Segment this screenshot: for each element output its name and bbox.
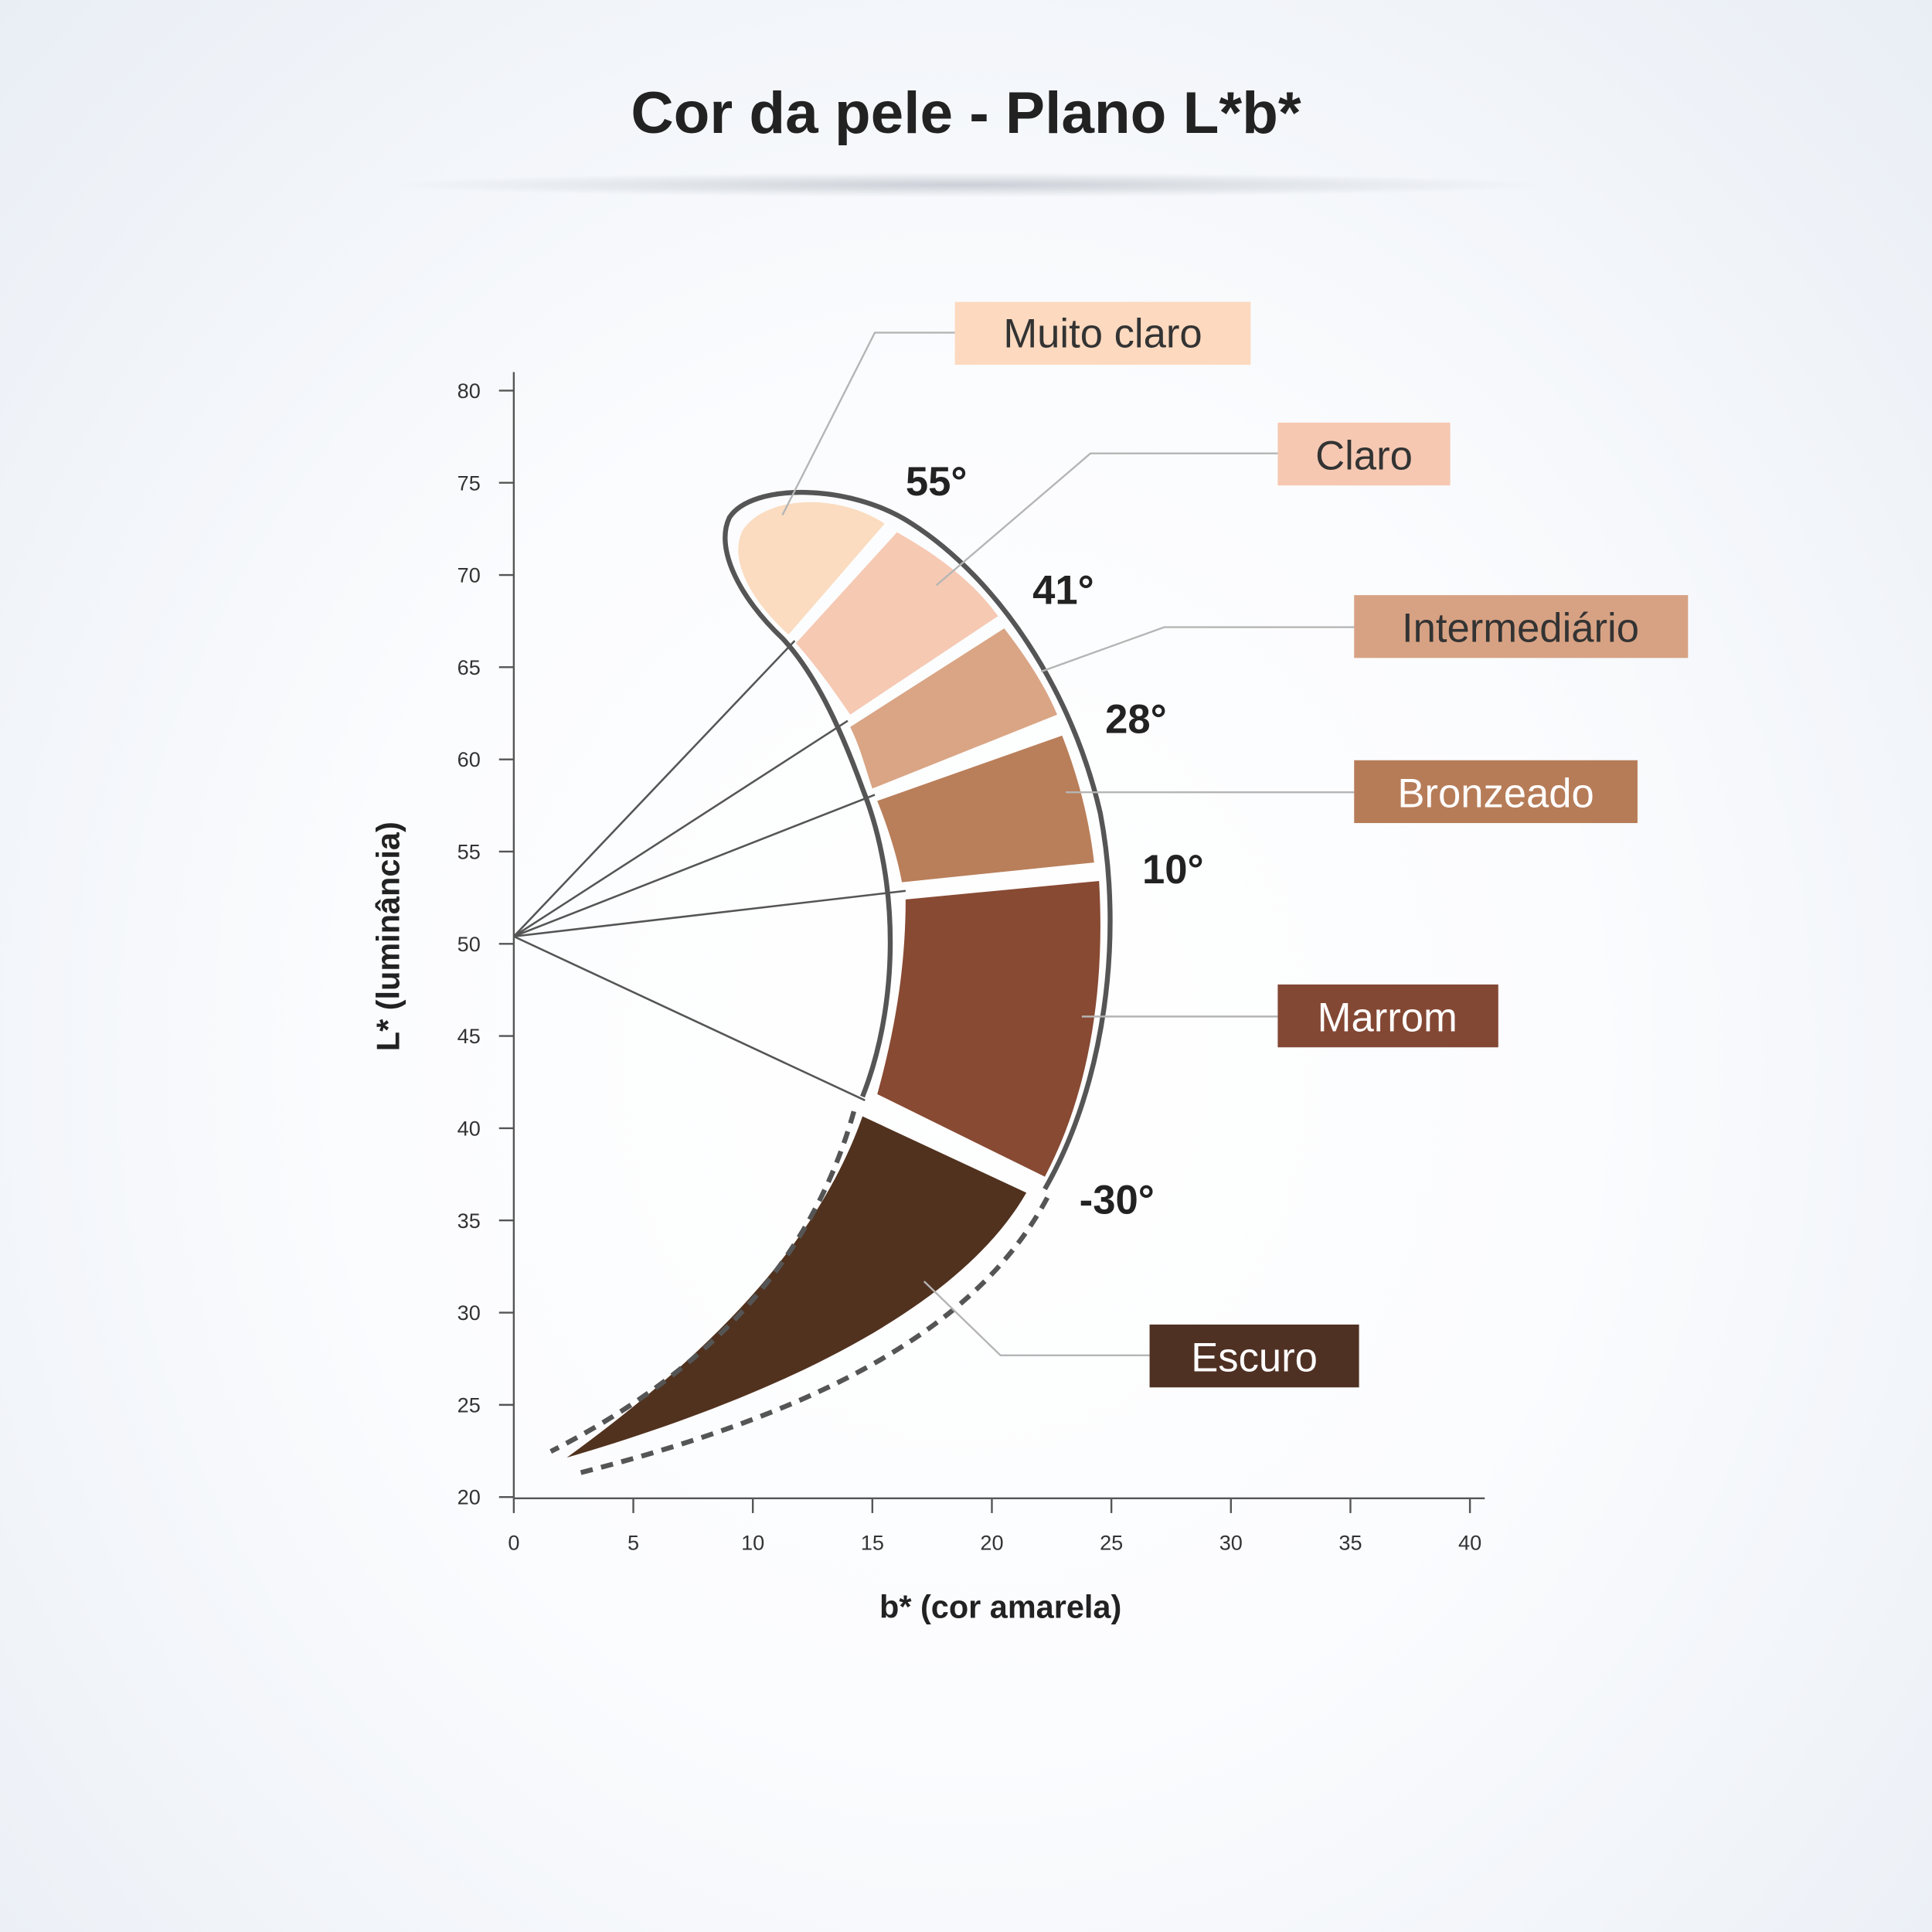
y-tick-label: 30 [457, 1301, 481, 1325]
y-tick-label: 35 [457, 1209, 481, 1233]
radial-line-minus30 [513, 935, 866, 1101]
label-claro: Claro [1277, 422, 1451, 486]
y-tick-label: 80 [457, 379, 481, 403]
y-tick-label: 50 [457, 932, 481, 956]
label-bronzeado: Bronzeado [1354, 760, 1638, 824]
x-axis-label: b* (cor amarela) [879, 1588, 1121, 1624]
leader-lines [781, 332, 1355, 1357]
label-muito-claro: Muito claro [954, 301, 1251, 365]
angle-label-41: 41° [1032, 567, 1094, 613]
region-muito-claro [738, 502, 885, 635]
label-text: Claro [1315, 433, 1413, 478]
angle-label-10: 10° [1142, 847, 1204, 893]
x-tick-label: 30 [1219, 1531, 1243, 1555]
label-text: Intermediário [1402, 606, 1639, 651]
radial-line-10 [513, 889, 906, 938]
x-tick-label: 25 [1100, 1531, 1123, 1555]
leader-claro [935, 452, 1278, 587]
angle-label-55: 55° [906, 459, 968, 505]
region-marrom [877, 880, 1100, 1177]
label-text: Muito claro [1003, 311, 1202, 357]
radial-line-41 [513, 719, 849, 937]
y-tick-label: 60 [457, 747, 481, 771]
x-tick-label: 40 [1458, 1531, 1481, 1555]
region-intermediario [850, 628, 1057, 789]
leader-muito-claro [781, 332, 955, 515]
x-tick-label: 35 [1338, 1531, 1362, 1555]
x-tick-label: 0 [508, 1531, 519, 1555]
radial-line-28 [513, 794, 876, 937]
y-tick-label: 25 [457, 1393, 481, 1417]
x-tick-label: 20 [980, 1531, 1003, 1555]
region-bronzeado [877, 735, 1094, 883]
leader-escuro [923, 1281, 1150, 1357]
label-text: Marrom [1318, 995, 1458, 1041]
label-text: Bronzeado [1397, 770, 1594, 816]
region-outline [723, 489, 1113, 1191]
radial-line-55 [512, 640, 796, 937]
y-tick-label: 20 [457, 1485, 481, 1509]
angle-label-28: 28° [1105, 697, 1167, 743]
label-marrom: Marrom [1277, 984, 1498, 1048]
radial-lines [512, 640, 906, 1101]
y-tick-label: 45 [457, 1024, 481, 1048]
label-escuro: Escuro [1149, 1324, 1359, 1388]
page-title: Cor da pele - Plano L*b* [631, 80, 1301, 146]
escuro-dashed-outer [576, 1196, 1050, 1476]
region-escuro [566, 1116, 1027, 1458]
y-axis-label: L* (luminância) [370, 821, 406, 1051]
y-tick-label: 70 [457, 563, 481, 587]
leader-intermediario [1040, 626, 1355, 673]
escuro-dashed-inner [549, 1111, 856, 1454]
x-tick-label: 15 [861, 1531, 884, 1555]
y-tick-label: 75 [457, 471, 481, 495]
label-intermediario: Intermediário [1354, 595, 1689, 658]
y-tick-label: 65 [457, 655, 481, 679]
region-claro [795, 532, 998, 715]
angle-label-minus30: -30° [1080, 1177, 1155, 1223]
y-tick-label: 40 [457, 1116, 481, 1140]
title-shadow [386, 172, 1546, 198]
y-tick-label: 55 [457, 840, 481, 864]
x-tick-label: 5 [628, 1531, 639, 1555]
x-tick-label: 10 [741, 1531, 764, 1555]
label-text: Escuro [1191, 1335, 1318, 1381]
